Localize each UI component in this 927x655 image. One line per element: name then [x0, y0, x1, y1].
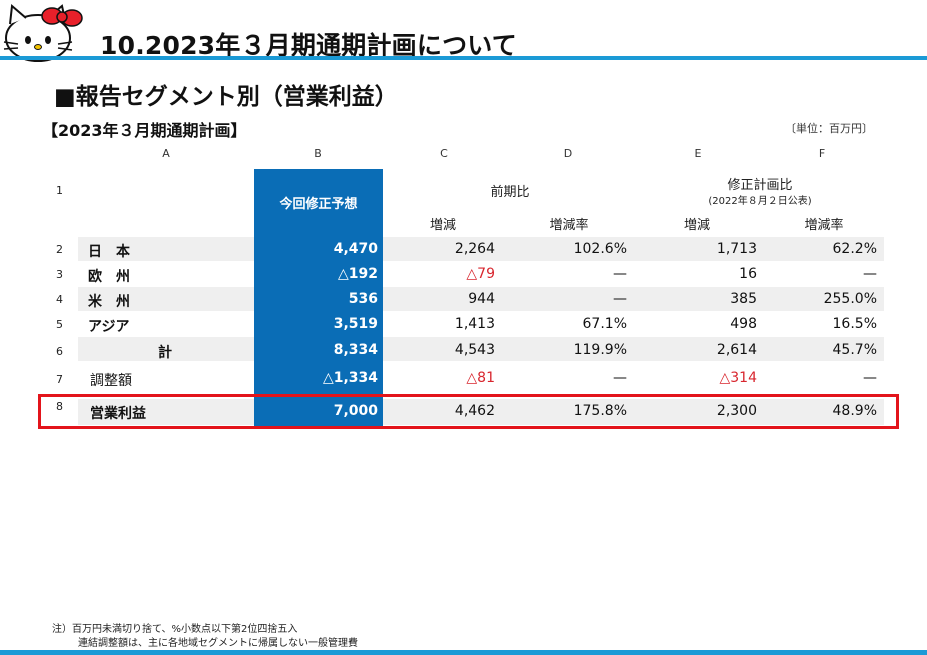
unit-label: 〔単位：百万円〕 [785, 122, 873, 135]
row-label-total: 計 [158, 345, 172, 361]
title-divider [0, 56, 927, 60]
row-label-japan: 日 本 [88, 244, 130, 260]
cell-c: 2,264 [454, 241, 495, 257]
cell-e: 1,713 [716, 241, 757, 257]
col-letter-f: F [818, 147, 826, 160]
cell-c: 4,543 [454, 342, 495, 358]
row-number: 3 [56, 268, 63, 281]
cell-e: 2,300 [716, 403, 757, 419]
cell-f: 62.2% [832, 241, 877, 257]
row-number: 2 [56, 243, 63, 256]
row-number: 5 [56, 318, 63, 331]
cell-f: — [863, 370, 877, 386]
header-revised-plan-sub: (2022年８月２日公表) [708, 196, 812, 207]
col-letter-b: B [314, 147, 322, 160]
column-b-highlight [254, 169, 383, 427]
cell-d: 175.8% [573, 403, 627, 419]
cell-f: — [863, 266, 877, 282]
note-line-1: 注）百万円未満切り捨て、%小数点以下第2位四捨五入 [52, 624, 298, 635]
cell-d: 102.6% [573, 241, 627, 257]
cell-f: 255.0% [823, 291, 877, 307]
cell-f: 48.9% [832, 403, 877, 419]
cell-b: △1,334 [322, 370, 378, 386]
cell-c: △79 [466, 266, 495, 282]
cell-d: — [613, 370, 627, 386]
section-title: ■報告セグメント別（営業利益） [54, 84, 398, 110]
plan-title: 【2023年３月期通期計画】 [42, 121, 247, 140]
row-bg-americas [78, 287, 884, 311]
hello-kitty-logo [3, 4, 83, 62]
col-letter-e: E [694, 147, 702, 160]
cell-d: 119.9% [573, 342, 627, 358]
header-d-change-rate: 増減率 [549, 218, 589, 233]
cell-c: 944 [468, 291, 495, 307]
header-prev-period: 前期比 [490, 185, 530, 200]
cell-b: 8,334 [333, 342, 378, 358]
row-label-asia: アジア [88, 319, 130, 335]
header-f-change-rate: 増減率 [804, 218, 844, 233]
note-line-2: 連結調整額は、主に各地域セグメントに帰属しない一般管理費 [78, 638, 358, 649]
cell-b: 7,000 [333, 403, 378, 419]
row-label-adjustment: 調整額 [90, 373, 132, 389]
cell-e: 16 [739, 266, 757, 282]
bottom-divider [0, 650, 927, 655]
row-bg-japan [78, 237, 884, 261]
operating-profit-highlight-box [38, 394, 899, 429]
row-number: 1 [56, 184, 63, 197]
column-b-header: 今回修正予想 [279, 197, 358, 212]
cell-c: △81 [466, 370, 495, 386]
cell-b: 4,470 [333, 241, 378, 257]
row-number: 6 [56, 345, 63, 358]
row-label-americas: 米 州 [88, 294, 130, 310]
row-label-europe: 欧 州 [88, 269, 130, 285]
cell-e: 385 [730, 291, 757, 307]
row-label-operating-profit: 営業利益 [90, 406, 146, 422]
row-bg-total [78, 337, 884, 361]
cell-d: — [613, 291, 627, 307]
cell-d: — [613, 266, 627, 282]
col-letter-d: D [563, 147, 573, 160]
cell-c: 4,462 [454, 403, 495, 419]
col-letter-a: A [162, 147, 170, 160]
row-number: 4 [56, 293, 63, 306]
cell-d: 67.1% [582, 316, 627, 332]
header-e-change: 増減 [683, 218, 710, 233]
col-letter-c: C [440, 147, 448, 160]
cell-b: 3,519 [333, 316, 378, 332]
cell-e: △314 [719, 370, 758, 386]
header-c-change: 増減 [429, 218, 456, 233]
row-bg-operating-profit [78, 399, 884, 425]
cell-f: 45.7% [832, 342, 877, 358]
cell-e: 498 [730, 316, 757, 332]
cell-b: △192 [338, 266, 378, 282]
cell-e: 2,614 [716, 342, 757, 358]
row-number: 8 [56, 400, 63, 413]
page-title: 10.2023年３月期通期計画について [100, 31, 517, 60]
cell-c: 1,413 [454, 316, 495, 332]
cell-f: 16.5% [832, 316, 877, 332]
header-revised-plan: 修正計画比 [727, 178, 793, 193]
row-number: 7 [56, 373, 63, 386]
cell-b: 536 [348, 291, 378, 307]
